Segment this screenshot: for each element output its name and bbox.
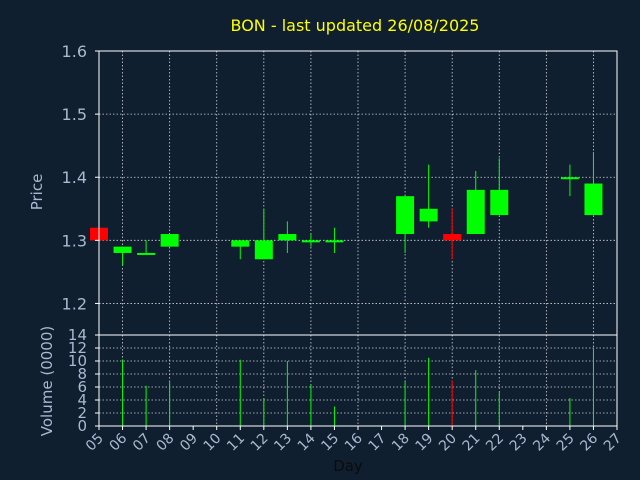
volume-tick-label: 10 xyxy=(68,352,87,370)
price-tick-label: 1.3 xyxy=(62,231,87,250)
volume-tick-label: 12 xyxy=(68,339,87,357)
day-ticks: 05 06 07 08 09 10 11 12 13 14 15 16 17 18 19 20 21 22 23 24… xyxy=(83,426,625,454)
volume-grid xyxy=(99,335,617,426)
candle-body xyxy=(278,234,297,241)
candle-body xyxy=(301,240,320,243)
price-grid xyxy=(99,51,617,335)
day-tick-label: 07 xyxy=(130,431,154,455)
volume-plot-frame xyxy=(98,334,618,427)
day-tick-label: 15 xyxy=(318,431,342,455)
candle-body xyxy=(325,240,344,243)
day-tick-label: 17 xyxy=(365,431,389,455)
volume-tick-label: 4 xyxy=(77,391,87,409)
volume-tick-label: 6 xyxy=(77,378,87,396)
price-ticks: 1.2 1.3 1.4 1.5 1.6 xyxy=(62,42,99,313)
day-tick-label: 22 xyxy=(483,431,507,455)
day-tick-label: 06 xyxy=(106,430,130,454)
candle-body xyxy=(466,189,485,235)
day-tick-label: 08 xyxy=(154,431,178,455)
candle-body xyxy=(231,240,250,247)
volume-tick-label: 0 xyxy=(77,417,87,435)
day-tick-label: 23 xyxy=(507,431,531,455)
price-tick-label: 1.2 xyxy=(62,294,87,313)
day-tick-label: 09 xyxy=(177,431,201,455)
candle-body xyxy=(137,252,156,255)
day-tick-label: 10 xyxy=(201,431,225,455)
candle-body xyxy=(560,177,579,180)
price-candles xyxy=(90,151,603,266)
volume-tick-label: 8 xyxy=(77,365,87,383)
day-tick-label: 12 xyxy=(248,431,272,455)
price-tick-label: 1.5 xyxy=(62,105,87,124)
price-axis-label: Price xyxy=(28,174,46,211)
day-tick-label: 11 xyxy=(224,431,248,455)
volume-bars xyxy=(98,348,594,426)
price-tick-label: 1.4 xyxy=(62,168,87,187)
candle-body xyxy=(396,196,415,235)
x-axis-label: Day xyxy=(333,457,363,475)
price-tick-label: 1.6 xyxy=(62,42,87,61)
day-tick-label: 18 xyxy=(389,431,413,455)
day-tick-label: 21 xyxy=(460,431,484,455)
chart-title: BON - last updated 26/08/2025 xyxy=(231,16,480,35)
candle-body xyxy=(443,234,462,241)
day-tick-label: 24 xyxy=(530,430,554,454)
candle-body xyxy=(254,240,273,260)
day-tick-label: 26 xyxy=(577,430,601,454)
candle-body xyxy=(584,183,603,216)
day-tick-label: 27 xyxy=(601,431,625,455)
volume-tick-label: 14 xyxy=(68,326,87,344)
day-tick-label: 19 xyxy=(413,431,437,455)
day-tick-label: 14 xyxy=(295,430,319,454)
day-tick-label: 13 xyxy=(271,431,295,455)
candle-body xyxy=(113,246,132,253)
candle-body xyxy=(419,208,438,222)
volume-tick-label: 2 xyxy=(77,404,87,422)
candle-body xyxy=(490,189,509,216)
day-tick-label: 25 xyxy=(554,431,578,455)
day-tick-label: 16 xyxy=(342,430,366,454)
day-tick-label: 20 xyxy=(436,431,460,455)
candle-body xyxy=(160,234,179,247)
volume-axis-label: Volume (0000) xyxy=(38,326,56,436)
